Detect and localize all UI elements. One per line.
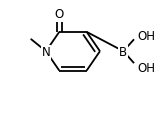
Text: O: O — [55, 8, 64, 21]
Text: OH: OH — [137, 30, 156, 43]
Text: B: B — [119, 46, 128, 59]
Text: OH: OH — [137, 62, 156, 75]
Text: N: N — [42, 46, 50, 59]
